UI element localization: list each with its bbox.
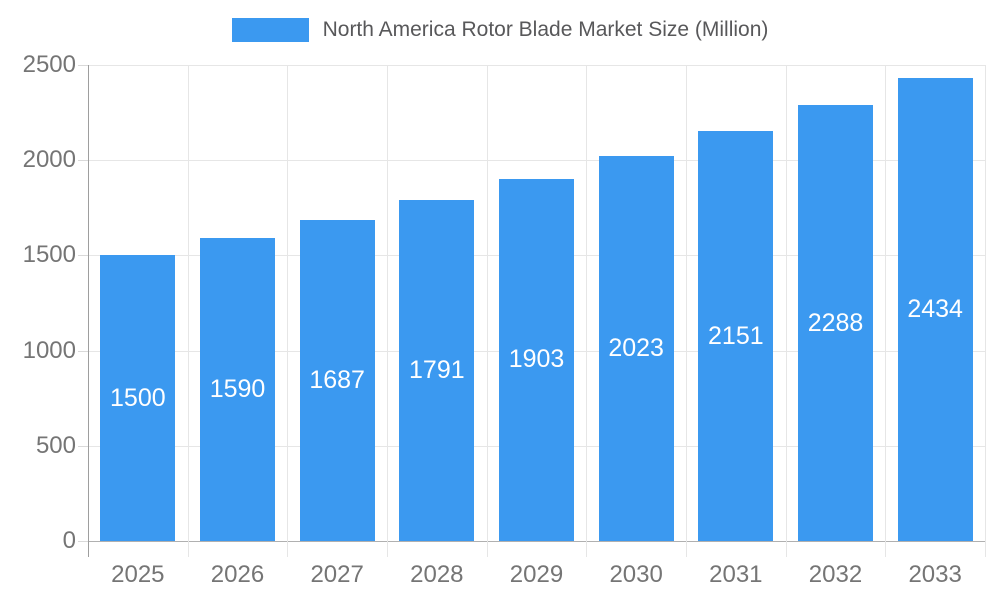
x-axis-baseline: [88, 541, 985, 542]
bar-value-label: 2288: [807, 308, 864, 337]
v-gridline: [686, 65, 687, 557]
h-gridline: [88, 160, 985, 162]
bar-value-label: 2151: [708, 321, 764, 350]
bar-value-label: 1903: [508, 345, 565, 374]
x-tick-label: 2028: [410, 561, 464, 588]
x-tick-label: 2026: [210, 561, 265, 588]
x-tick-label: 2027: [310, 561, 364, 588]
bar-value-label: 1791: [409, 355, 465, 384]
v-gridline: [486, 65, 488, 557]
legend-label: North America Rotor Blade Market Size (M…: [322, 18, 769, 41]
bar[interactable]: 1687: [299, 219, 375, 541]
y-tick-label: 500: [35, 431, 76, 459]
bar[interactable]: 2434: [897, 77, 973, 541]
h-gridline: [88, 65, 985, 66]
y-tick-label: 2500: [22, 51, 76, 78]
bar-value-label: 2023: [608, 333, 664, 362]
v-gridline: [187, 65, 189, 557]
y-axis-line: [88, 65, 89, 557]
y-axis-tick: [78, 541, 88, 542]
y-tick-label: 1000: [22, 336, 76, 364]
bar[interactable]: 1903: [499, 178, 574, 541]
v-gridline: [586, 65, 588, 557]
legend-swatch: [231, 18, 309, 42]
x-tick-label: 2030: [609, 561, 663, 588]
y-axis-tick: [78, 65, 88, 66]
x-tick-label: 2029: [509, 561, 564, 588]
bar-value-label: 1687: [309, 365, 365, 394]
y-axis-tick: [78, 445, 88, 447]
x-tick-label: 2025: [111, 561, 165, 588]
v-gridline: [387, 65, 388, 557]
bar-value-label: 1590: [209, 375, 266, 404]
bar[interactable]: 2288: [798, 105, 873, 541]
bar[interactable]: 1500: [100, 255, 176, 541]
y-axis-tick: [78, 350, 88, 352]
y-tick-label: 0: [62, 527, 76, 554]
y-axis-tick: [78, 255, 88, 257]
x-tick-label: 2033: [908, 561, 962, 588]
y-tick-label: 1500: [22, 241, 76, 269]
x-tick-label: 2031: [709, 561, 763, 588]
x-tick-label: 2032: [808, 561, 863, 588]
bar[interactable]: 2151: [698, 131, 774, 541]
bar[interactable]: 1791: [399, 199, 475, 541]
bar-value-label: 2434: [907, 294, 963, 323]
bar[interactable]: 1590: [200, 238, 275, 541]
v-gridline: [885, 65, 887, 557]
y-tick-label: 2000: [22, 146, 76, 174]
y-axis-tick: [78, 160, 88, 162]
v-gridline: [785, 65, 787, 557]
legend-item[interactable]: North America Rotor Blade Market Size (M…: [0, 16, 1000, 44]
bar[interactable]: 2023: [598, 155, 674, 541]
bar-value-label: 1500: [110, 383, 166, 412]
v-gridline: [985, 65, 986, 557]
v-gridline: [287, 65, 289, 557]
